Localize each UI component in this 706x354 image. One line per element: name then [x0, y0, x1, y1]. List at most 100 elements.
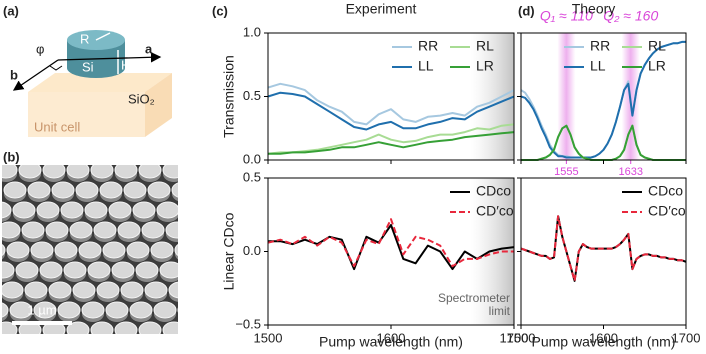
pillar: [2, 165, 18, 179]
pillar: [105, 301, 129, 319]
pillar: [12, 201, 36, 219]
sem-image: [2, 165, 218, 334]
pillar: [48, 281, 72, 299]
pillar: [15, 261, 39, 279]
pillar: [102, 241, 126, 259]
y-axis-label: Linear CDco: [221, 212, 237, 290]
legend-label: LL: [418, 58, 434, 74]
pillar: [96, 281, 120, 299]
pillar: [6, 241, 30, 259]
pillar: [168, 281, 178, 299]
pillar: [63, 261, 87, 279]
panel-label: (a): [3, 3, 19, 18]
y-axis-label: Transmission: [221, 55, 237, 138]
x-axis-label: Pump wavelength (nm): [532, 334, 676, 350]
pillar: [2, 321, 18, 334]
label: φ: [36, 41, 44, 56]
series-line: [521, 124, 686, 161]
label: b: [10, 67, 18, 82]
pillar: [126, 241, 150, 259]
pillar: [111, 261, 135, 279]
series-line: [521, 124, 686, 161]
substrate-side: [145, 73, 172, 137]
pillar: [93, 221, 117, 239]
pillar: [90, 321, 114, 334]
pillar-shadow: [181, 206, 203, 222]
substrate-top: [28, 73, 172, 92]
pillar: [18, 165, 42, 179]
pillar: [42, 165, 66, 179]
unit-cell-diagram: φ R Si H a b SiO₂ Unit cell: [10, 30, 172, 137]
pillar: [135, 261, 159, 279]
pillar: [153, 301, 177, 319]
legend-label: RR: [418, 38, 438, 54]
pillar: [39, 261, 63, 279]
marker-label: 1555: [554, 166, 578, 178]
q-label: Q₂ ≈ 160: [603, 8, 658, 24]
pillar: [36, 201, 60, 219]
pillar: [60, 201, 84, 219]
pillar: [3, 181, 27, 199]
panel-label: (d): [518, 3, 535, 18]
legend-label: RR: [590, 38, 610, 54]
pillar: [81, 301, 105, 319]
pillar: [141, 221, 165, 239]
label: R: [80, 31, 89, 46]
chart-title: Experiment: [346, 1, 417, 17]
legend-label: LR: [648, 58, 666, 74]
legend-label: LL: [590, 58, 606, 74]
pillar-shadow: [187, 166, 209, 182]
pillar: [114, 165, 138, 179]
x-tick-label: 1700: [500, 330, 529, 345]
pillar: [156, 201, 178, 219]
series-line: [267, 123, 515, 155]
pillar: [45, 221, 69, 239]
pillar: [9, 301, 33, 319]
scale-bar: [12, 321, 72, 325]
pillar-shadow: [190, 226, 212, 242]
pillar: [177, 307, 178, 313]
axes-frame: [520, 177, 687, 326]
pillar: [2, 201, 12, 219]
annotation: Spectrometer: [438, 291, 510, 305]
pillar: [51, 181, 75, 199]
pillar-shadow: [175, 248, 178, 260]
pillar: [78, 241, 102, 259]
pillar: [54, 241, 78, 259]
pillar: [57, 301, 81, 319]
pillar: [181, 202, 203, 218]
pillar: [190, 222, 212, 238]
annotation: limit: [489, 304, 511, 318]
pillar: [66, 321, 90, 334]
series-line: [267, 91, 515, 131]
angle-mark: [49, 65, 63, 71]
y-tick-label: 0.5: [243, 169, 261, 184]
pillar: [120, 281, 144, 299]
series-line: [520, 215, 687, 282]
shaded-region: [470, 33, 514, 160]
series-line: [268, 131, 515, 155]
pillar: [66, 165, 90, 179]
pillar: [150, 241, 174, 259]
pillar: [159, 261, 178, 279]
label: SiO₂: [128, 91, 155, 106]
pillar-shadow: [196, 186, 218, 202]
pillar: [117, 221, 141, 239]
pillar: [184, 262, 206, 278]
pillar: [2, 281, 24, 299]
pillar: [2, 221, 21, 239]
chart-title: Theory: [572, 1, 616, 17]
legend-label: RL: [648, 38, 666, 54]
pillar: [174, 243, 178, 257]
x-axis-label: Pump wavelength (nm): [319, 334, 463, 350]
scale-label: 1 µm: [27, 302, 56, 317]
legend-label: CD′co: [476, 203, 514, 219]
pillar: [196, 182, 218, 198]
pillar: [171, 182, 178, 198]
legend-label: CD′co: [648, 203, 686, 219]
pillar: [147, 181, 171, 199]
pillar: [165, 221, 178, 239]
y-tick-label: 1.0: [243, 24, 261, 39]
pillar: [138, 165, 162, 179]
